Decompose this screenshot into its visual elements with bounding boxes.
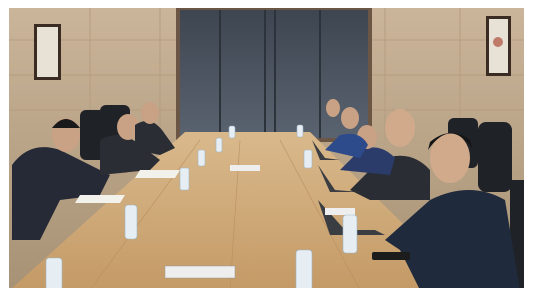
- picture: [37, 27, 58, 77]
- scene: [9, 8, 530, 290]
- phone: [372, 252, 410, 260]
- person-head: [141, 102, 159, 124]
- paper: [75, 195, 125, 203]
- paper: [135, 170, 180, 178]
- chair: [478, 122, 512, 192]
- person-head: [341, 107, 359, 129]
- page: (() => { const data = JSON.parse(documen…: [0, 0, 533, 292]
- person-head: [385, 109, 415, 147]
- name-card: [230, 165, 260, 171]
- name-card: [325, 208, 355, 215]
- photo: [0, 0, 533, 292]
- person-head: [326, 99, 340, 117]
- name-card: [165, 266, 235, 278]
- picture-detail: [493, 37, 503, 47]
- person-head: [430, 133, 470, 183]
